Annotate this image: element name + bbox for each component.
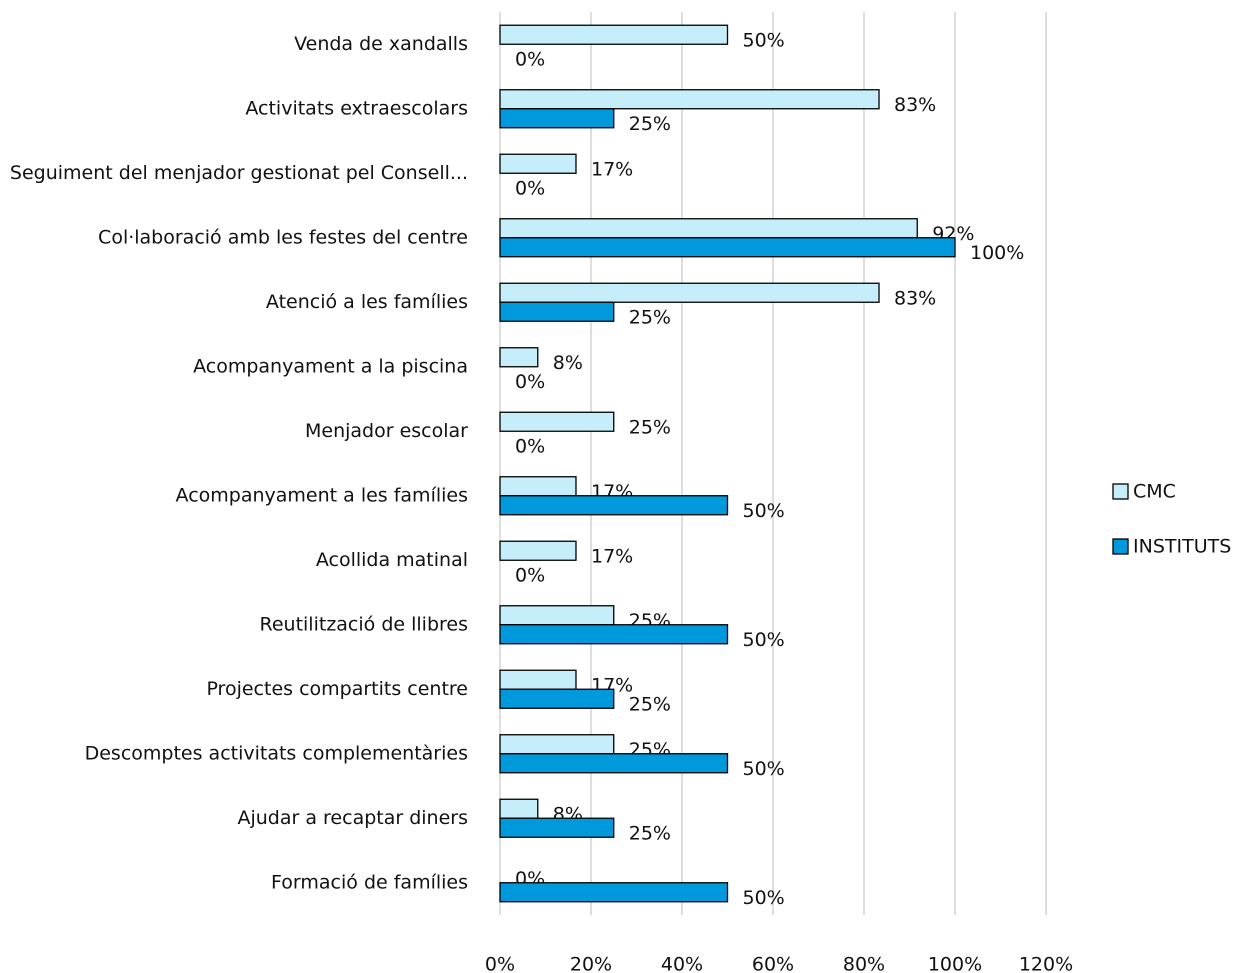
data-label: 8% bbox=[553, 352, 583, 374]
data-label: 17% bbox=[591, 545, 633, 567]
y-tick-label: Ajudar a recaptar diners bbox=[237, 807, 468, 829]
data-label: 17% bbox=[591, 158, 633, 180]
x-tick-label: 40% bbox=[661, 954, 703, 973]
data-label: 0% bbox=[515, 371, 545, 393]
y-tick-label: Atenció a les famílies bbox=[266, 291, 468, 313]
y-tick-label: Acompanyament a la piscina bbox=[193, 355, 468, 377]
y-tick-label: Projectes compartits centre bbox=[206, 678, 468, 700]
legend-label: CMC bbox=[1133, 481, 1176, 503]
data-label: 25% bbox=[629, 306, 671, 328]
bar bbox=[499, 882, 729, 903]
data-label: 0% bbox=[515, 48, 545, 70]
bar bbox=[499, 798, 539, 819]
bar bbox=[499, 89, 880, 110]
y-tick-label: Acollida matinal bbox=[316, 549, 468, 571]
x-tick-label: 20% bbox=[570, 954, 612, 973]
data-label: 83% bbox=[894, 287, 936, 309]
bar bbox=[499, 411, 615, 432]
bar bbox=[499, 495, 729, 516]
bar bbox=[499, 688, 615, 709]
y-tick-label: Descomptes activitats complementàries bbox=[85, 742, 468, 764]
data-label: 0% bbox=[515, 177, 545, 199]
bar bbox=[499, 347, 539, 368]
legend-label: INSTITUTS bbox=[1133, 536, 1231, 558]
x-tick-label: 80% bbox=[843, 954, 885, 973]
data-label: 25% bbox=[629, 416, 671, 438]
bar bbox=[499, 476, 577, 497]
bar bbox=[499, 108, 615, 129]
data-label: 25% bbox=[629, 113, 671, 135]
data-label: 50% bbox=[743, 29, 785, 51]
x-tick-label: 100% bbox=[928, 954, 982, 973]
bar bbox=[499, 753, 729, 774]
y-tick-label: Seguiment del menjador gestionat pel Con… bbox=[10, 162, 468, 184]
y-tick-label: Formació de famílies bbox=[271, 871, 468, 893]
x-tick-label: 0% bbox=[485, 954, 515, 973]
y-tick-label: Col·laboració amb les festes del centre bbox=[98, 226, 468, 248]
bar bbox=[499, 605, 615, 626]
bar bbox=[499, 301, 615, 322]
y-tick-label: Reutilització de llibres bbox=[260, 613, 469, 635]
y-tick-label: Acompanyament a les famílies bbox=[176, 484, 468, 506]
bar bbox=[499, 669, 577, 690]
data-label: 50% bbox=[743, 758, 785, 780]
data-label: 50% bbox=[743, 629, 785, 651]
bar bbox=[499, 24, 729, 45]
y-tick-label: Menjador escolar bbox=[305, 420, 468, 442]
bar bbox=[499, 153, 577, 174]
data-label: 83% bbox=[894, 94, 936, 116]
bar bbox=[499, 218, 918, 239]
y-tick-label: Activitats extraescolars bbox=[245, 97, 468, 119]
data-label: 0% bbox=[515, 435, 545, 457]
bar bbox=[499, 817, 615, 838]
x-tick-label: 120% bbox=[1019, 954, 1073, 973]
legend-swatch bbox=[1112, 483, 1129, 500]
data-label: 0% bbox=[515, 564, 545, 586]
y-tick-label: Venda de xandalls bbox=[294, 33, 468, 55]
bar bbox=[499, 624, 729, 645]
data-label: 100% bbox=[970, 242, 1024, 264]
bar bbox=[499, 282, 880, 303]
bar bbox=[499, 237, 956, 258]
legend-swatch bbox=[1112, 538, 1129, 555]
bar bbox=[499, 734, 615, 755]
data-label: 50% bbox=[743, 500, 785, 522]
data-label: 50% bbox=[743, 887, 785, 909]
bar bbox=[499, 540, 577, 561]
data-label: 25% bbox=[629, 693, 671, 715]
data-label: 25% bbox=[629, 822, 671, 844]
x-tick-label: 60% bbox=[752, 954, 794, 973]
